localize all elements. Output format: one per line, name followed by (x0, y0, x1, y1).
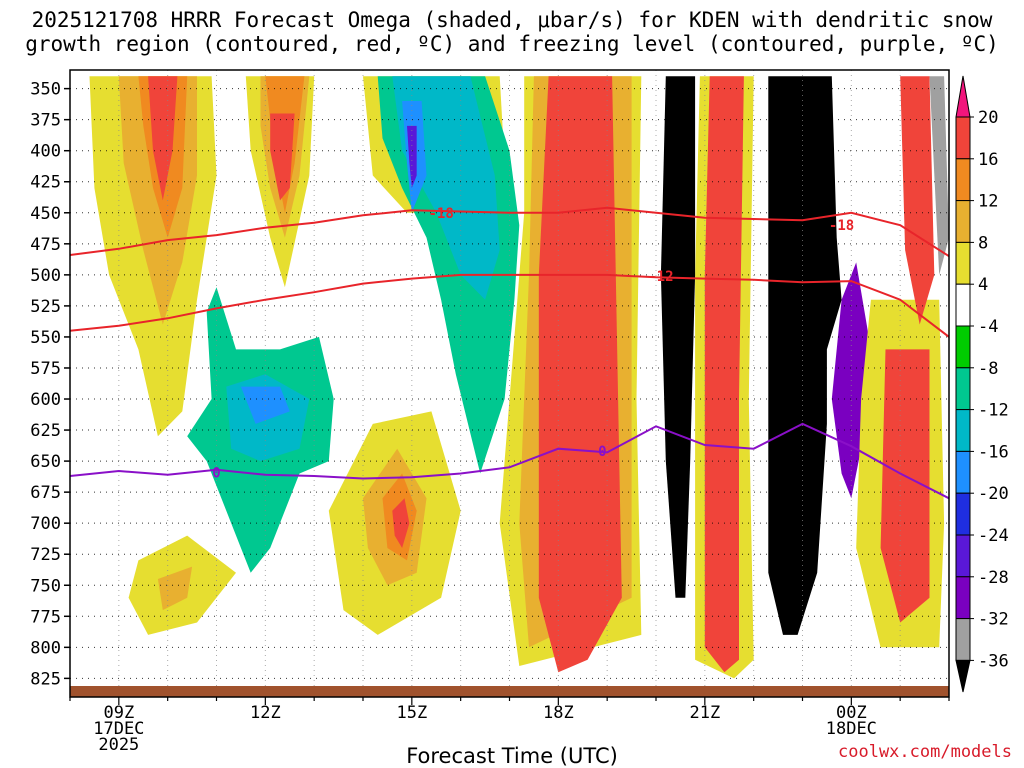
omega-region-32 (900, 76, 935, 325)
colorbar-box (955, 325, 971, 369)
colorbar-box (955, 492, 971, 536)
x-tick-label: 2025 (98, 735, 139, 755)
y-tick-label: 725 (30, 545, 61, 565)
colorbar-bottom-triangle (955, 659, 971, 693)
x-tick-label: 09Z (103, 703, 134, 723)
omega-region-17 (157, 566, 193, 611)
colorbar-box (955, 158, 971, 202)
contour-label: -18 (428, 206, 453, 222)
x-tick-label: 17DEC (93, 719, 144, 739)
y-tick-label: 475 (30, 235, 61, 255)
omega-region-3 (148, 76, 178, 201)
omega-region-24 (538, 76, 622, 673)
colorbar-box (955, 534, 971, 578)
omega-region-7 (270, 113, 295, 201)
y-tick-label: 650 (30, 452, 61, 472)
colorbar-box (955, 200, 971, 243)
colorbar-box (955, 409, 971, 452)
y-tick-label: 825 (30, 669, 61, 689)
colorbar-box (955, 576, 971, 620)
colorbar-label: -28 (978, 568, 1009, 588)
omega-region-12 (407, 125, 417, 188)
colorbar-label: 8 (978, 233, 988, 253)
colorbar-label: -4 (978, 317, 998, 337)
colorbar-box (955, 241, 971, 285)
x-tick-label: 00Z (836, 703, 867, 723)
contour-label: -18 (829, 218, 854, 234)
y-tick-label: 500 (30, 266, 61, 286)
credit-link[interactable]: coolwx.com/models (838, 742, 1012, 762)
y-tick-label: 700 (30, 514, 61, 534)
colorbar-box (955, 283, 971, 327)
y-tick-label: 350 (30, 80, 61, 100)
y-tick-label: 625 (30, 421, 61, 441)
colorbar-box (955, 116, 971, 160)
omega-region-33 (929, 76, 949, 275)
x-tick-label: 15Z (396, 703, 427, 723)
y-tick-label: 450 (30, 204, 61, 224)
colorbar-label: 16 (978, 150, 998, 170)
y-tick-label: 600 (30, 390, 61, 410)
dgz-contour-line-1 (70, 273, 949, 338)
terrain-ground (70, 686, 949, 697)
x-tick-label: 18DEC (826, 719, 877, 739)
colorbar-label: -8 (978, 359, 998, 379)
colorbar-box (955, 367, 971, 411)
y-tick-label: 525 (30, 297, 61, 317)
colorbar-label: -16 (978, 442, 1009, 462)
dgz-contour-line-0 (70, 206, 949, 258)
omega-region-26 (704, 76, 744, 673)
omega-region-28 (768, 76, 842, 635)
y-tick-label: 425 (30, 173, 61, 193)
x-tick-label: 12Z (250, 703, 281, 723)
colorbar-label: -32 (978, 610, 1009, 630)
contour-label: 0 (598, 444, 606, 460)
x-tick-label: 21Z (689, 703, 720, 723)
x-axis-title: Forecast Time (UTC) (406, 744, 618, 768)
freezing-level-line (70, 422, 949, 500)
chart-title-line-1: 2025121708 HRRR Forecast Omega (shaded, … (31, 8, 993, 32)
y-tick-label: 675 (30, 483, 61, 503)
colorbar-box (955, 618, 971, 661)
colorbar-label: -12 (978, 401, 1009, 421)
y-tick-label: 575 (30, 359, 61, 379)
y-tick-label: 400 (30, 142, 61, 162)
chart-title-line-2: growth region (contoured, red, ºC) and f… (25, 32, 999, 56)
y-tick-label: 550 (30, 328, 61, 348)
colorbar-label: -36 (978, 651, 1009, 671)
colorbar-label: 12 (978, 192, 998, 212)
y-tick-label: 800 (30, 638, 61, 658)
colorbar-label: 4 (978, 275, 988, 295)
y-tick-label: 375 (30, 111, 61, 131)
colorbar-label: -24 (978, 526, 1009, 546)
colorbar-box (955, 450, 971, 494)
y-tick-label: 775 (30, 607, 61, 627)
colorbar-label: 20 (978, 108, 998, 128)
contour-label: -12 (648, 269, 673, 285)
colorbar-top-triangle (955, 75, 971, 118)
contour-label: 0 (212, 465, 220, 481)
omega-region-27 (660, 76, 696, 598)
colorbar-label: -20 (978, 484, 1009, 504)
y-tick-label: 750 (30, 576, 61, 596)
x-tick-label: 18Z (543, 703, 574, 723)
